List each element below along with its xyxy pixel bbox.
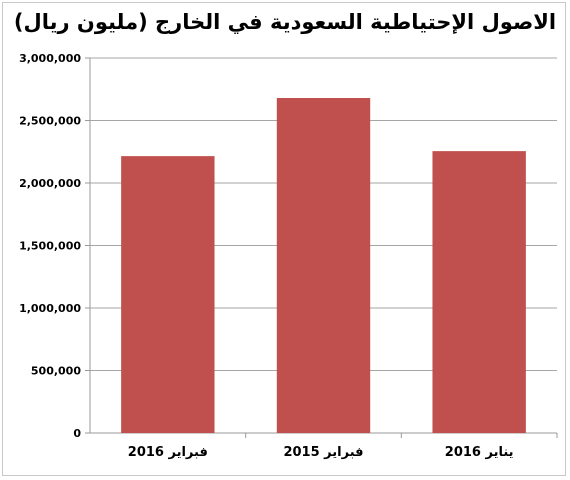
y-axis-ticks: 0 500,000 1,000,000 1,500,000 2,000,000 2,500… (19, 52, 90, 440)
y-tick-label: 2,000,000 (19, 177, 81, 190)
x-axis-categories: فبراير 2016 فبراير 2015 يناير 2016 (128, 433, 558, 460)
category-label: يناير 2016 (445, 445, 514, 460)
bar (432, 151, 526, 433)
category-label: فبراير 2015 (283, 445, 363, 460)
y-tick-label: 1,000,000 (19, 302, 81, 315)
chart-title: الاصول الإحتياطية السعودية في الخارج (مل… (13, 10, 557, 34)
y-tick-label: 2,500,000 (19, 115, 81, 128)
y-tick-label: 500,000 (31, 365, 81, 378)
bar (276, 98, 371, 433)
category-label: فبراير 2016 (128, 445, 208, 460)
bar (121, 156, 215, 433)
y-tick-label: 1,500,000 (19, 240, 81, 253)
y-tick-label: 3,000,000 (19, 52, 81, 65)
bars (121, 98, 526, 433)
y-tick-label: 0 (73, 427, 81, 440)
